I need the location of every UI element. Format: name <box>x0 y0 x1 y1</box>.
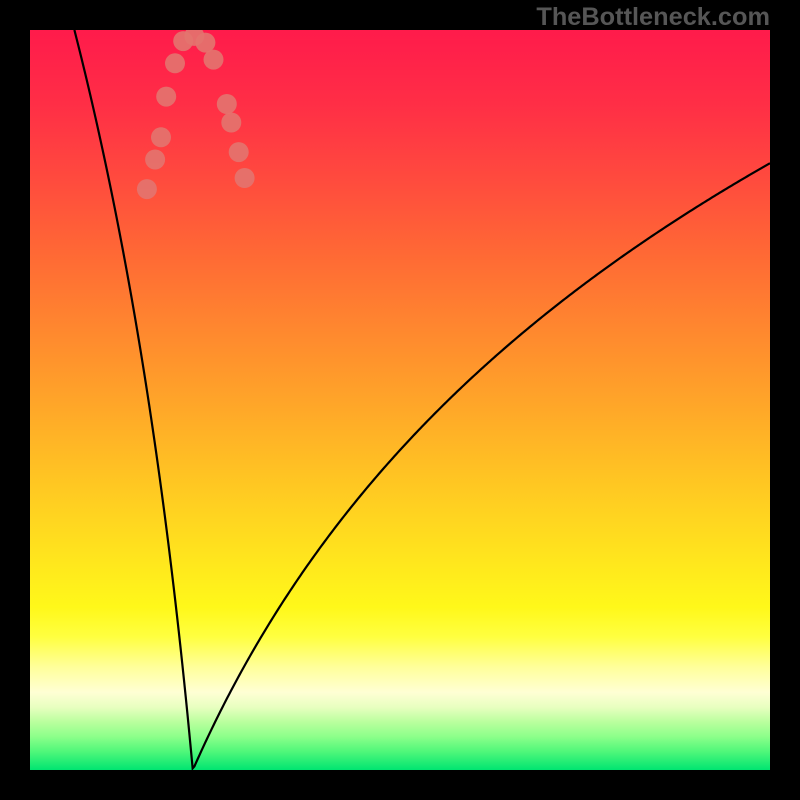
watermark-text: TheBottleneck.com <box>536 3 770 32</box>
data-marker <box>151 127 171 147</box>
data-markers <box>137 30 255 199</box>
data-marker <box>217 94 237 114</box>
data-marker <box>204 50 224 70</box>
data-marker <box>229 142 249 162</box>
chart-frame: TheBottleneck.com <box>0 0 800 800</box>
bottleneck-curve <box>30 30 770 770</box>
data-marker <box>165 53 185 73</box>
data-marker <box>195 33 215 53</box>
data-marker <box>156 87 176 107</box>
data-marker <box>235 168 255 188</box>
data-marker <box>137 179 157 199</box>
plot-area <box>30 30 770 770</box>
data-marker <box>221 113 241 133</box>
data-marker <box>145 150 165 170</box>
